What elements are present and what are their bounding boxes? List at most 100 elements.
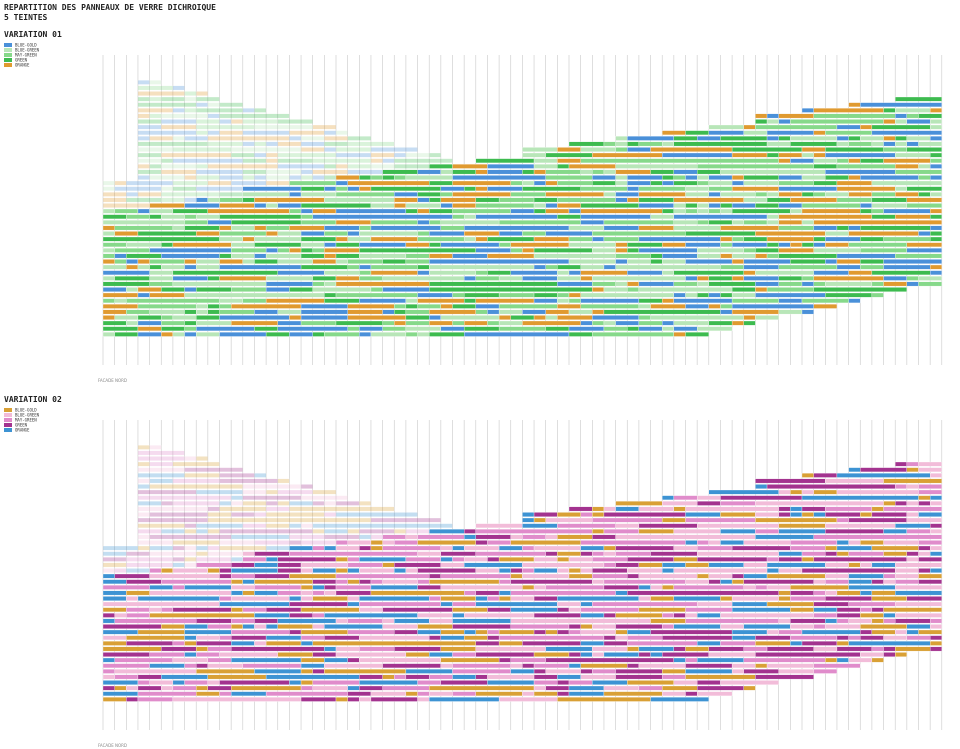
glass-panel <box>475 523 523 529</box>
glass-panel <box>429 253 453 259</box>
glass-panel <box>545 685 570 691</box>
glass-panel <box>720 264 744 270</box>
glass-panel <box>452 663 511 669</box>
glass-panel <box>207 136 290 141</box>
glass-panel <box>184 562 197 568</box>
glass-panel <box>300 192 337 197</box>
glass-panel <box>871 197 908 203</box>
glass-panel <box>102 624 162 629</box>
glass-panel <box>615 180 628 186</box>
legend-label: BLUE-GOLD <box>15 408 37 413</box>
glass-panel <box>126 579 162 585</box>
glass-panel <box>533 315 546 320</box>
glass-panel <box>557 276 581 281</box>
glass-panel <box>219 225 232 231</box>
glass-panel <box>359 326 383 332</box>
glass-panel <box>860 624 907 629</box>
glass-panel <box>871 203 908 208</box>
glass-panel <box>708 579 721 585</box>
glass-panel <box>405 309 430 315</box>
glass-panel <box>370 147 418 152</box>
glass-panel <box>638 197 675 203</box>
glass-panel <box>836 141 849 147</box>
glass-panel <box>196 489 243 495</box>
glass-panel <box>755 529 779 534</box>
glass-panel <box>382 320 395 326</box>
glass-panel <box>102 669 115 674</box>
glass-panel <box>755 534 814 540</box>
glass-panel <box>731 309 779 315</box>
glass-panel <box>312 652 337 657</box>
glass-panel <box>184 264 197 270</box>
glass-panel <box>697 551 779 557</box>
glass-panel <box>883 119 896 124</box>
glass-panel <box>161 186 174 192</box>
glass-panel <box>370 590 465 596</box>
glass-panel <box>102 203 150 208</box>
glass-panel <box>277 478 290 484</box>
glass-panel <box>172 657 208 663</box>
glass-panel <box>615 264 721 270</box>
glass-panel <box>417 551 441 557</box>
glass-panel <box>662 685 698 691</box>
glass-panel <box>918 512 942 517</box>
glass-panel <box>766 220 779 225</box>
glass-panel <box>265 248 278 253</box>
glass-panel <box>102 186 115 192</box>
glass-panel <box>720 309 733 315</box>
glass-panel <box>440 629 465 635</box>
glass-panel <box>405 259 430 264</box>
glass-panel <box>895 169 942 175</box>
glass-panel <box>592 276 686 281</box>
glass-panel <box>755 231 826 236</box>
glass-panel <box>219 680 290 685</box>
glass-panel <box>895 652 908 657</box>
glass-panel <box>895 186 908 192</box>
glass-panel <box>207 309 220 315</box>
glass-panel <box>475 534 511 540</box>
glass-panel <box>592 680 628 685</box>
glass-panel <box>429 164 453 169</box>
glass-panel <box>242 489 267 495</box>
glass-panel <box>324 136 348 141</box>
glass-panel <box>196 287 232 292</box>
glass-panel <box>359 186 372 192</box>
glass-panel <box>137 450 185 456</box>
glass-panel <box>801 551 826 557</box>
glass-panel <box>813 281 826 287</box>
glass-panel <box>557 180 593 186</box>
glass-panel <box>930 618 942 624</box>
glass-panel <box>137 461 150 467</box>
glass-panel <box>312 276 337 281</box>
glass-panel <box>650 259 663 264</box>
glass-panel <box>161 113 208 119</box>
glass-panel <box>650 629 733 635</box>
glass-panel <box>778 523 826 529</box>
glass-panel <box>370 287 383 292</box>
glass-panel <box>568 607 581 613</box>
facade-label: FACADE NORD <box>98 378 127 383</box>
glass-panel <box>126 613 150 618</box>
glass-panel <box>615 169 651 175</box>
glass-panel <box>580 624 593 629</box>
glass-panel <box>755 501 884 506</box>
glass-panel <box>324 501 337 506</box>
glass-panel <box>265 635 302 641</box>
glass-panel <box>114 276 150 281</box>
glass-panel <box>126 320 139 326</box>
glass-panel <box>230 501 243 506</box>
glass-panel <box>860 607 873 613</box>
glass-panel <box>720 512 756 517</box>
glass-panel <box>673 545 698 551</box>
glass-panel <box>394 158 453 164</box>
glass-panel <box>697 601 733 607</box>
glass-panel <box>650 585 663 590</box>
glass-panel <box>615 175 628 180</box>
glass-panel <box>300 136 325 141</box>
glass-panel <box>510 208 535 214</box>
glass-panel <box>219 309 255 315</box>
glass-panel <box>300 635 325 641</box>
glass-panel <box>568 506 593 512</box>
glass-panel <box>615 192 640 197</box>
glass-panel <box>335 697 348 702</box>
